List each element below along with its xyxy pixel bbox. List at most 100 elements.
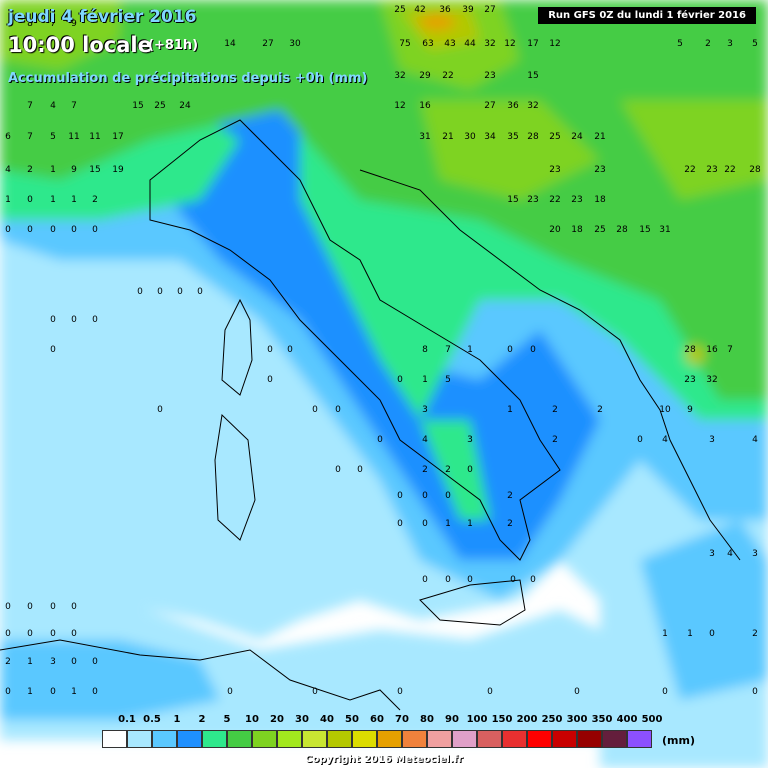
map-value-label: 0 xyxy=(267,345,273,355)
legend-swatch xyxy=(302,730,327,748)
map-value-label: 0 xyxy=(71,315,77,325)
map-value-label: 10 xyxy=(659,405,671,415)
map-value-label: 23 xyxy=(594,165,605,175)
legend-swatch xyxy=(552,730,577,748)
map-value-label: 2 xyxy=(422,465,428,475)
map-value-label: 0 xyxy=(197,287,203,297)
map-value-label: 7 xyxy=(71,101,77,111)
map-value-label: 31 xyxy=(659,225,670,235)
map-value-label: 2 xyxy=(552,435,558,445)
map-value-label: 0 xyxy=(177,287,183,297)
legend-label: 5 xyxy=(223,714,231,725)
map-value-label: 0 xyxy=(287,345,293,355)
legend-label: 250 xyxy=(541,714,563,725)
map-value-label: 7 xyxy=(27,101,33,111)
map-value-label: 0 xyxy=(357,465,363,475)
map-value-label: 23 xyxy=(684,375,695,385)
map-value-label: 0 xyxy=(312,405,318,415)
map-value-label: 0 xyxy=(50,687,56,697)
map-value-label: 36 xyxy=(507,101,519,111)
map-value-label: 1 xyxy=(71,195,77,205)
map-value-label: 31 xyxy=(419,132,430,142)
legend-swatch xyxy=(577,730,602,748)
map-value-label: 30 xyxy=(464,132,476,142)
map-value-label: 22 xyxy=(724,165,735,175)
map-value-label: 2 xyxy=(705,39,711,49)
legend-label: 100 xyxy=(466,714,488,725)
map-value-label: 12 xyxy=(394,101,405,111)
map-value-label: 0 xyxy=(445,491,451,501)
forecast-date: jeudi 4 février 2016 xyxy=(8,7,197,27)
legend-swatch xyxy=(252,730,277,748)
map-value-label: 18 xyxy=(571,225,583,235)
map-value-label: 2 xyxy=(507,519,513,529)
legend-color-bar xyxy=(102,730,652,748)
map-value-label: 3 xyxy=(709,549,715,559)
map-value-label: 5 xyxy=(677,39,683,49)
map-value-label: 23 xyxy=(706,165,717,175)
italy-coast xyxy=(149,119,561,561)
legend-swatch xyxy=(127,730,152,748)
legend-label: 90 xyxy=(445,714,459,725)
map-value-label: 3 xyxy=(422,405,428,415)
map-value-label: 36 xyxy=(439,5,451,15)
map-value-label: 75 xyxy=(399,39,410,49)
legend-swatch xyxy=(352,730,377,748)
map-value-label: 32 xyxy=(527,101,538,111)
map-value-label: 5 xyxy=(50,132,56,142)
map-value-label: 16 xyxy=(419,101,431,111)
map-value-label: 24 xyxy=(571,132,583,142)
map-value-label: 4 xyxy=(422,435,428,445)
map-value-label: 0 xyxy=(267,375,273,385)
map-value-label: 0 xyxy=(752,687,758,697)
map-value-label: 0 xyxy=(50,315,56,325)
legend-swatch xyxy=(452,730,477,748)
map-value-label: 3 xyxy=(50,657,56,667)
legend-swatch xyxy=(602,730,627,748)
map-value-label: 23 xyxy=(484,71,495,81)
legend-swatch xyxy=(202,730,227,748)
map-value-label: 7 xyxy=(727,345,733,355)
map-value-label: 0 xyxy=(157,287,163,297)
map-subtitle: Accumulation de précipitations depuis +0… xyxy=(8,71,368,86)
map-value-label: 2 xyxy=(752,629,758,639)
map-value-label: 0 xyxy=(510,575,516,585)
map-value-label: 27 xyxy=(262,39,273,49)
legend-label: 150 xyxy=(491,714,513,725)
map-value-label: 22 xyxy=(549,195,560,205)
map-value-label: 7 xyxy=(445,345,451,355)
map-value-label: 0 xyxy=(574,687,580,697)
map-value-label: 0 xyxy=(445,575,451,585)
map-value-label: 0 xyxy=(157,405,163,415)
map-value-label: 7 xyxy=(50,19,56,29)
map-value-label: 63 xyxy=(422,39,433,49)
map-value-label: 0 xyxy=(27,629,33,639)
legend-swatch xyxy=(527,730,552,748)
forecast-time: 10:00 locale xyxy=(8,33,152,57)
map-value-label: 0 xyxy=(709,629,715,639)
map-value-label: 6 xyxy=(5,132,11,142)
map-value-label: 0 xyxy=(335,405,341,415)
legend-label: 50 xyxy=(345,714,359,725)
legend-label: 400 xyxy=(616,714,638,725)
map-value-label: 9 xyxy=(71,165,77,175)
map-value-label: 4 xyxy=(727,549,733,559)
map-value-label: 8 xyxy=(27,19,33,29)
map-value-label: 29 xyxy=(419,71,431,81)
map-value-label: 0 xyxy=(92,687,98,697)
map-value-label: 9 xyxy=(71,19,77,29)
map-value-label: 1 xyxy=(50,165,56,175)
map-value-label: 23 xyxy=(527,195,538,205)
legend-unit: (mm) xyxy=(662,734,695,747)
map-value-label: 0 xyxy=(397,491,403,501)
map-value-label: 4 xyxy=(50,101,56,111)
map-value-label: 0 xyxy=(92,225,98,235)
map-value-label: 28 xyxy=(527,132,539,142)
map-value-label: 25 xyxy=(394,5,405,15)
map-value-label: 0 xyxy=(335,465,341,475)
map-value-label: 8 xyxy=(422,345,428,355)
adriatic-east-coast xyxy=(359,169,741,561)
map-value-label: 15 xyxy=(527,71,538,81)
map-value-label: 21 xyxy=(594,132,605,142)
